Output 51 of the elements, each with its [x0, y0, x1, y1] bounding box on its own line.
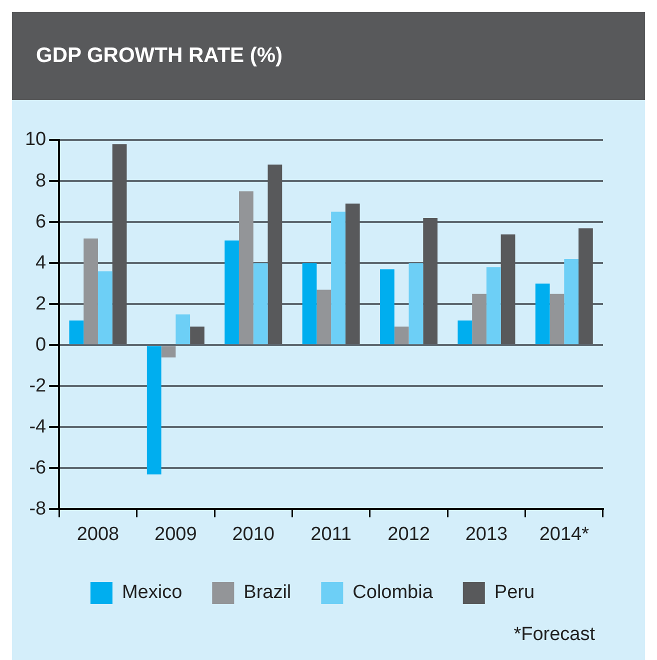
bar [331, 212, 346, 344]
legend-label: Brazil [244, 582, 292, 604]
bar [578, 228, 593, 344]
x-tick-label: 2013 [465, 524, 508, 545]
x-tick-label: 2014* [539, 524, 590, 545]
bar [472, 294, 486, 344]
x-tick-label: 2009 [154, 524, 197, 545]
bar [161, 346, 176, 358]
x-tick-label: 2012 [388, 524, 430, 545]
y-tick-label: 6 [36, 211, 46, 232]
bar [302, 263, 317, 344]
bar [224, 240, 239, 344]
bar [423, 218, 438, 344]
bar [394, 326, 409, 344]
bar [239, 191, 254, 344]
bar [380, 269, 394, 344]
y-tick-label: -2 [29, 375, 46, 396]
bar [345, 204, 360, 344]
bar [535, 284, 550, 344]
y-tick-label: -4 [29, 416, 47, 438]
bar [253, 263, 268, 344]
bar [550, 294, 564, 344]
bar [84, 238, 98, 344]
y-tick-label: 2 [36, 293, 46, 314]
legend-label: Mexico [122, 582, 182, 604]
y-tick-label: 8 [36, 170, 46, 192]
y-tick-label: -6 [29, 457, 46, 478]
text: *Forecast [514, 624, 595, 646]
x-tick-label: 2010 [232, 524, 275, 545]
y-tick-label: 4 [36, 252, 47, 274]
y-tick-label: 10 [24, 129, 46, 150]
bar [69, 320, 84, 344]
bar [190, 326, 204, 344]
bar [268, 164, 282, 344]
x-tick-label: 2011 [310, 524, 352, 545]
bar [98, 271, 112, 344]
bar [408, 263, 424, 344]
bar [176, 314, 190, 344]
bar [146, 346, 162, 474]
y-tick-label: -8 [29, 498, 46, 520]
x-tick-label: 2008 [76, 524, 120, 545]
bar [486, 267, 501, 344]
bar [564, 258, 579, 344]
bar [458, 320, 472, 344]
legend-label: Colombia [352, 582, 434, 604]
chart-title: GDP GROWTH RATE (%) [12, 12, 645, 100]
y-tick-label: 0 [36, 334, 46, 356]
bar [316, 290, 332, 344]
bar [112, 144, 127, 344]
legend-label: Peru [494, 582, 535, 604]
bar [500, 234, 516, 344]
